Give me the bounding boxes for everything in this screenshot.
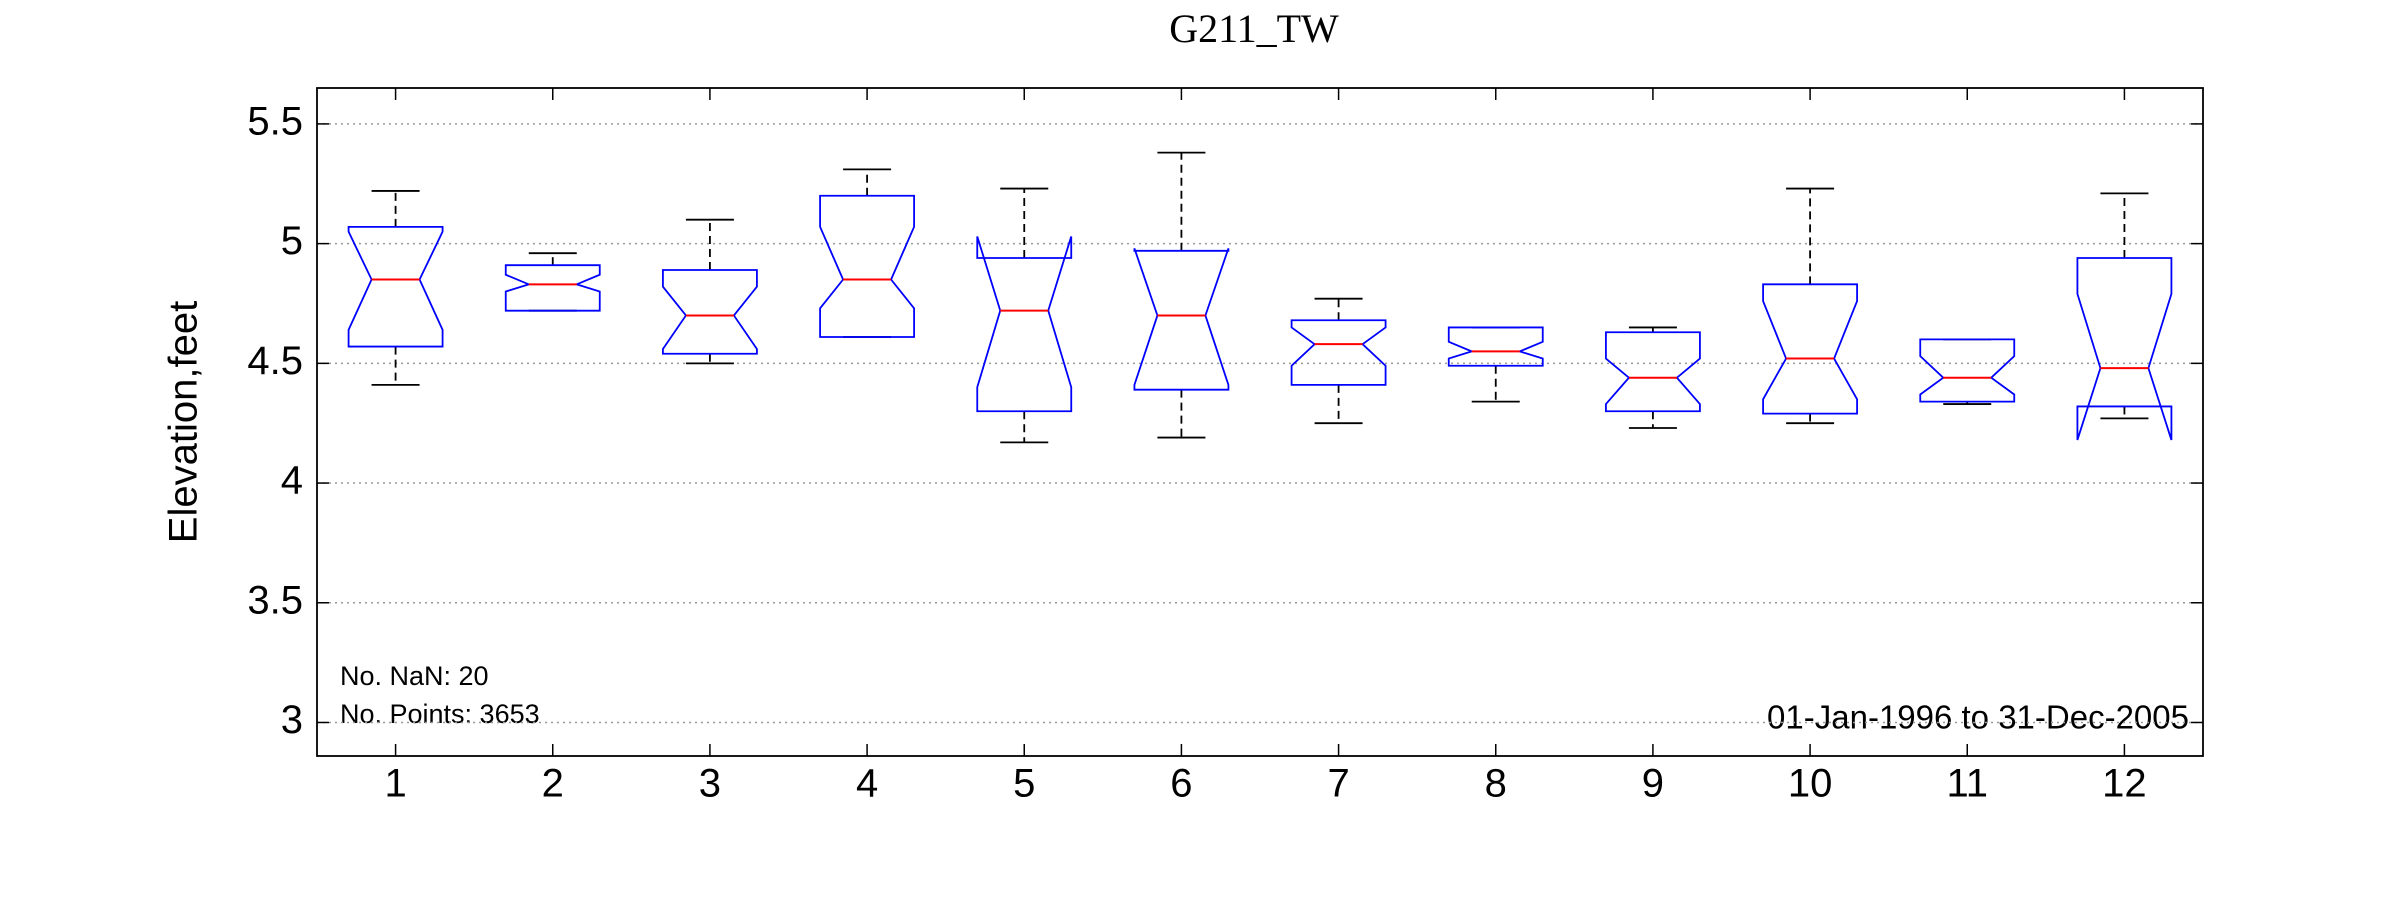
box <box>347 225 444 348</box>
annotation: No. Points: 3653 <box>340 699 540 729</box>
box <box>1762 283 1858 415</box>
y-tick-label: 5.5 <box>247 99 303 143</box>
box <box>1447 326 1544 367</box>
plot-frame <box>316 87 2204 757</box>
x-tick-label: 8 <box>1485 762 1507 806</box>
chart-title: G211_TW <box>1169 6 1339 51</box>
box <box>1605 331 1701 413</box>
box <box>662 269 758 355</box>
annotation: No. NaN: 20 <box>340 661 489 691</box>
y-tick-label: 3.5 <box>247 578 303 622</box>
y-tick-label: 4 <box>281 459 303 503</box>
box <box>2076 257 2173 441</box>
box <box>504 264 601 312</box>
box <box>976 236 1073 413</box>
x-tick-label: 7 <box>1327 762 1349 806</box>
x-tick-label: 9 <box>1642 762 1664 806</box>
y-tick-label: 4.5 <box>247 339 303 383</box>
x-tick-label: 10 <box>1788 762 1833 806</box>
x-tick-label: 3 <box>699 762 721 806</box>
x-tick-label: 4 <box>856 762 878 806</box>
x-tick-label: 12 <box>2102 762 2147 806</box>
box <box>1919 338 2016 403</box>
x-tick-label: 1 <box>384 762 406 806</box>
annotation: 01-Jan-1996 to 31-Dec-2005 <box>1767 699 2189 736</box>
x-tick-label: 2 <box>542 762 564 806</box>
box <box>819 194 915 338</box>
y-tick-label: 5 <box>281 219 303 263</box>
box <box>1290 319 1387 386</box>
y-axis-label: Elevation,feet <box>162 301 206 543</box>
x-tick-label: 6 <box>1170 762 1192 806</box>
y-tick-label: 3 <box>281 698 303 742</box>
x-tick-label: 5 <box>1013 762 1035 806</box>
box <box>1133 248 1230 391</box>
x-tick-label: 11 <box>1946 762 1988 806</box>
